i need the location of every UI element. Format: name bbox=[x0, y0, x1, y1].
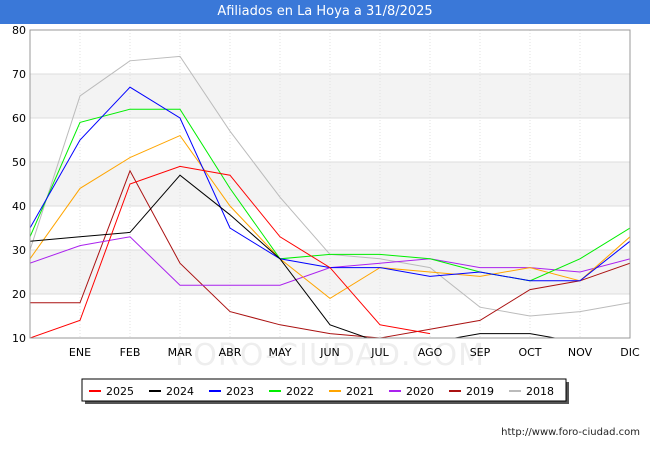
series-line-2025 bbox=[30, 165, 431, 338]
source-url: http://www.foro-ciudad.com bbox=[501, 427, 640, 438]
legend-label-2018: 2018 bbox=[526, 385, 554, 398]
y-tick-label: 70 bbox=[12, 68, 26, 81]
x-tick-label: JUN bbox=[319, 346, 340, 359]
x-tick-label: ABR bbox=[219, 346, 242, 359]
legend-label-2021: 2021 bbox=[346, 385, 374, 398]
y-tick-label: 20 bbox=[12, 288, 26, 301]
legend: 2025 2024 2023 2022 2021 2020 2019 2018 bbox=[81, 378, 569, 404]
x-tick-label: MAY bbox=[269, 346, 292, 359]
x-tick-label: FEB bbox=[120, 346, 141, 359]
series-line-2024 bbox=[30, 174, 558, 338]
x-tick-label: DIC bbox=[620, 346, 640, 359]
x-tick-label: AGO bbox=[418, 346, 443, 359]
legend-box bbox=[81, 378, 567, 402]
watermark: FORO-CIUDAD.COM bbox=[175, 338, 485, 373]
y-tick-label: 40 bbox=[12, 200, 26, 213]
x-tick-label: JUL bbox=[370, 346, 389, 359]
x-tick-label: MAR bbox=[168, 346, 193, 359]
y-tick-label: 80 bbox=[12, 24, 26, 37]
grid-band bbox=[30, 250, 630, 294]
series-group bbox=[30, 55, 630, 338]
legend-label-2022: 2022 bbox=[286, 385, 314, 398]
x-tick-label: SEP bbox=[470, 346, 491, 359]
y-tick-label: 10 bbox=[12, 332, 26, 345]
y-tick-label: 60 bbox=[12, 112, 26, 125]
y-tick-label: 50 bbox=[12, 156, 26, 169]
y-tick-label: 30 bbox=[12, 244, 26, 257]
x-tick-label: NOV bbox=[568, 346, 593, 359]
plot-border bbox=[29, 29, 631, 339]
legend-label-2025: 2025 bbox=[106, 385, 134, 398]
series-line-2021 bbox=[30, 134, 630, 300]
legend-label-2024: 2024 bbox=[166, 385, 194, 398]
legend-label-2020: 2020 bbox=[406, 385, 434, 398]
legend-label-2019: 2019 bbox=[466, 385, 494, 398]
series-line-2019 bbox=[30, 169, 630, 338]
x-tick-label: OCT bbox=[518, 346, 541, 359]
legend-label-2023: 2023 bbox=[226, 385, 254, 398]
chart-title: Afiliados en La Hoya a 31/8/2025 bbox=[0, 0, 650, 24]
x-tick-label: ENE bbox=[69, 346, 91, 359]
